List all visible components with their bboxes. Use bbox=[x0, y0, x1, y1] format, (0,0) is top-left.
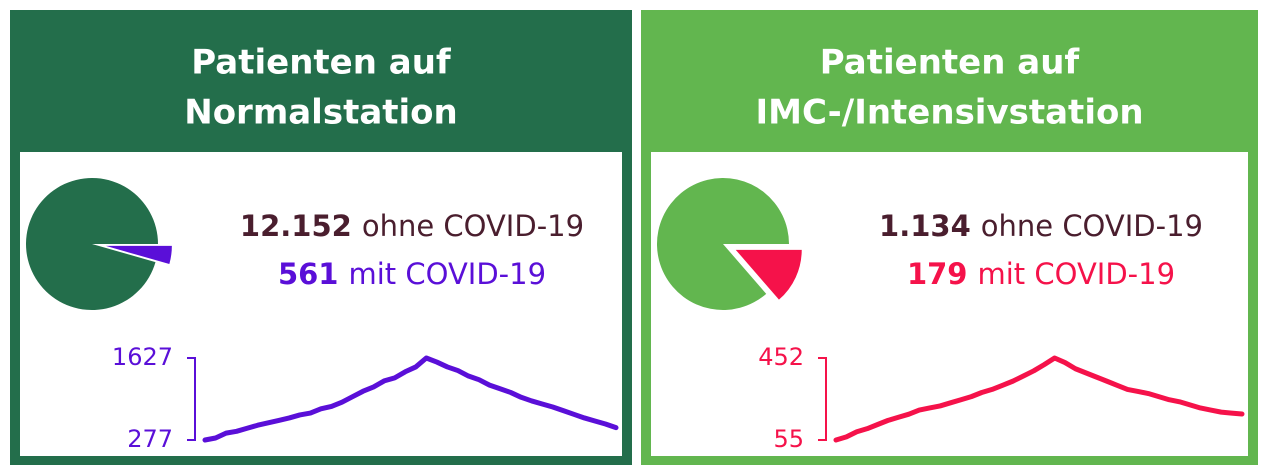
y-tick-label: 55 bbox=[773, 425, 804, 453]
panel-title: IMC-/Intensivstation bbox=[755, 93, 1143, 133]
pie-slice bbox=[657, 177, 789, 310]
legend-label: mit COVID-19 bbox=[348, 257, 546, 291]
panel-title: Normalstation bbox=[184, 93, 458, 133]
value-label: 561 bbox=[278, 257, 339, 291]
pie-slice bbox=[735, 249, 802, 300]
legend-label: mit COVID-19 bbox=[977, 257, 1175, 291]
panel-title: Patienten auf bbox=[820, 43, 1081, 83]
y-tick-label: 452 bbox=[758, 343, 804, 371]
legend-line: 179 mit COVID-19 bbox=[907, 257, 1175, 291]
pie-slice bbox=[26, 178, 158, 310]
pie-slice bbox=[105, 245, 172, 265]
panel-title: Patienten auf bbox=[191, 43, 452, 83]
legend-label: ohne COVID-19 bbox=[362, 209, 584, 243]
value-label: 12.152 bbox=[240, 209, 352, 243]
value-label: 179 bbox=[907, 257, 968, 291]
sparkline bbox=[202, 355, 619, 443]
y-tick-label: 1627 bbox=[112, 343, 173, 371]
legend-line: 561 mit COVID-19 bbox=[278, 257, 546, 291]
value-label: 1.134 bbox=[879, 209, 971, 243]
y-tick-label: 277 bbox=[127, 425, 173, 453]
legend-line: 1.134 ohne COVID-19 bbox=[879, 209, 1203, 243]
legend-line: 12.152 ohne COVID-19 bbox=[240, 209, 584, 243]
legend-label: ohne COVID-19 bbox=[981, 209, 1203, 243]
sparkline bbox=[833, 355, 1245, 443]
